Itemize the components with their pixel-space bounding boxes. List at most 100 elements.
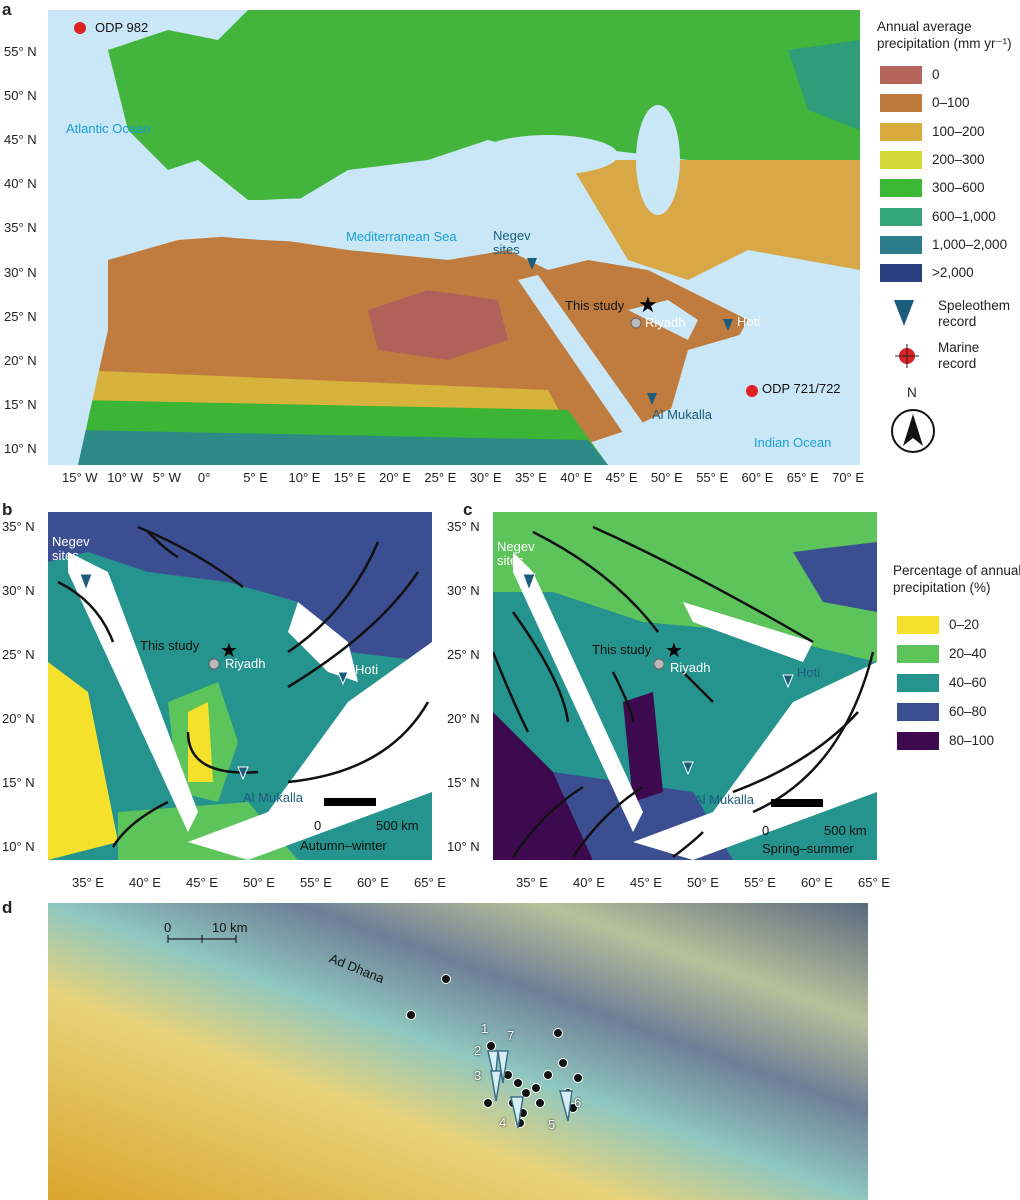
site-number: 5 <box>548 1117 556 1132</box>
lon-tick: 45° E <box>630 875 662 890</box>
negev-label: Negev sites <box>52 534 90 563</box>
speleothem-icon <box>894 300 914 326</box>
svg-text:★: ★ <box>665 640 683 662</box>
lon-tick: 70° E <box>832 470 865 485</box>
lat-tick: 30° N <box>2 583 35 598</box>
panel-d-label: d <box>2 898 13 917</box>
odp982-label: ODP 982 <box>95 20 149 35</box>
legend-label: >2,000 <box>932 265 974 281</box>
precip-legend-title: Annual average precipitation (mm yr⁻¹) <box>877 19 1012 51</box>
scale-bar <box>167 935 237 943</box>
legend-swatch <box>897 703 939 721</box>
season-label: Autumn–winter <box>300 838 387 853</box>
lon-tick: 65° E <box>414 875 446 890</box>
lat-tick: 10° N <box>4 440 37 456</box>
legend-label: 300–600 <box>932 180 985 196</box>
this-study-label: This study <box>592 642 652 657</box>
lon-tick: 10° W <box>107 470 143 485</box>
lon-tick: 10° E <box>288 470 321 485</box>
lon-tick: 45° E <box>186 875 218 890</box>
mukalla-label: Al Mukalla <box>652 407 712 422</box>
lon-tick: 35° E <box>515 470 547 485</box>
lon-tick: 35° E <box>72 875 104 890</box>
med-label: Mediterranean Sea <box>346 229 457 244</box>
lat-tick: 35° N <box>4 220 37 236</box>
lat-tick: 30° N <box>4 264 37 280</box>
lon-tick: 65° E <box>786 470 819 485</box>
lon-tick: 60° E <box>357 875 389 890</box>
legend-swatch <box>880 207 922 226</box>
riyadh-label: Riyadh <box>670 660 711 675</box>
legend-label: 600–1,000 <box>932 208 996 224</box>
hoti-label: Hoti <box>797 665 821 680</box>
scale-label: 10 km <box>212 920 248 935</box>
percent-legend-title: Percentage of annual precipitation (%) <box>893 563 1020 595</box>
north-label: N <box>907 385 917 400</box>
scale-bar <box>771 799 823 807</box>
lat-tick: 55° N <box>4 44 37 59</box>
marine-label: Marine record <box>938 340 980 371</box>
mukalla-label: Al Mukalla <box>694 792 754 807</box>
this-study-label: This study <box>565 298 625 313</box>
north-arrow-icon <box>891 409 935 453</box>
legend-swatch <box>897 616 939 634</box>
atlantic-label: Atlantic Ocean <box>66 121 151 136</box>
legend-swatch <box>880 150 922 169</box>
panel-b-label: b <box>2 500 13 519</box>
satellite-image <box>48 903 868 1200</box>
legend-swatch <box>880 66 922 84</box>
scale-label: 500 km <box>376 818 419 833</box>
scale-zero: 0 <box>314 818 322 833</box>
precipitation-map: ★ <box>48 10 860 465</box>
lat-tick: 25° N <box>2 647 35 662</box>
legend-swatch <box>897 732 939 750</box>
lon-tick: 30° E <box>469 470 502 485</box>
lon-tick: 15° E <box>333 470 366 485</box>
lon-tick: 50° E <box>687 875 719 890</box>
legend-swatch <box>880 179 922 198</box>
legend-label: 1,000–2,000 <box>932 236 1008 252</box>
lon-tick: 55° E <box>300 875 332 890</box>
scale-zero: 0 <box>164 920 172 935</box>
odp721-label: ODP 721/722 <box>762 381 841 396</box>
legend-label: 40–60 <box>949 675 987 690</box>
scale-bar <box>324 798 376 806</box>
lat-tick: 10° N <box>447 839 480 854</box>
lon-tick: 20° E <box>379 470 412 485</box>
site-number: 7 <box>507 1028 515 1043</box>
legend-label: 0–100 <box>932 95 970 111</box>
lat-tick: 20° N <box>4 352 37 368</box>
legend-label: 0–20 <box>949 617 980 632</box>
lon-tick: 40° E <box>129 875 161 890</box>
star-icon: ★ <box>638 292 658 317</box>
lon-tick: 5° E <box>243 470 268 485</box>
lat-tick: 40° N <box>4 176 37 192</box>
mukalla-label: Al Mukalla <box>243 790 303 805</box>
marine-record-icon <box>895 344 919 368</box>
lat-tick: 35° N <box>447 519 480 534</box>
lat-tick: 15° N <box>2 775 35 790</box>
lat-tick: 45° N <box>4 132 37 148</box>
indian-label: Indian Ocean <box>754 435 832 450</box>
lat-tick: 35° N <box>2 519 35 534</box>
lon-tick: 25° E <box>424 470 457 485</box>
lat-tick: 25° N <box>4 308 37 324</box>
lon-tick: 0° <box>197 470 211 485</box>
lat-tick: 50° N <box>4 88 37 104</box>
season-label: Spring–summer <box>762 841 854 856</box>
lon-tick: 45° E <box>605 470 638 485</box>
lat-tick: 15° N <box>4 396 37 412</box>
negev-label: Negev sites <box>493 228 531 257</box>
lon-tick: 50° E <box>650 470 683 485</box>
lon-tick: 50° E <box>243 875 275 890</box>
site-number: 3 <box>474 1068 482 1083</box>
legend-label: 20–40 <box>949 646 987 661</box>
site-number: 6 <box>574 1095 582 1110</box>
panel-c-label: c <box>463 500 473 519</box>
riyadh-label: Riyadh <box>225 656 266 671</box>
legend-swatch <box>880 264 922 283</box>
negev-label: Negev sites <box>497 539 535 568</box>
site-number: 2 <box>474 1043 482 1058</box>
hoti-label: Hoti <box>355 662 379 677</box>
lat-tick: 25° N <box>447 647 480 662</box>
